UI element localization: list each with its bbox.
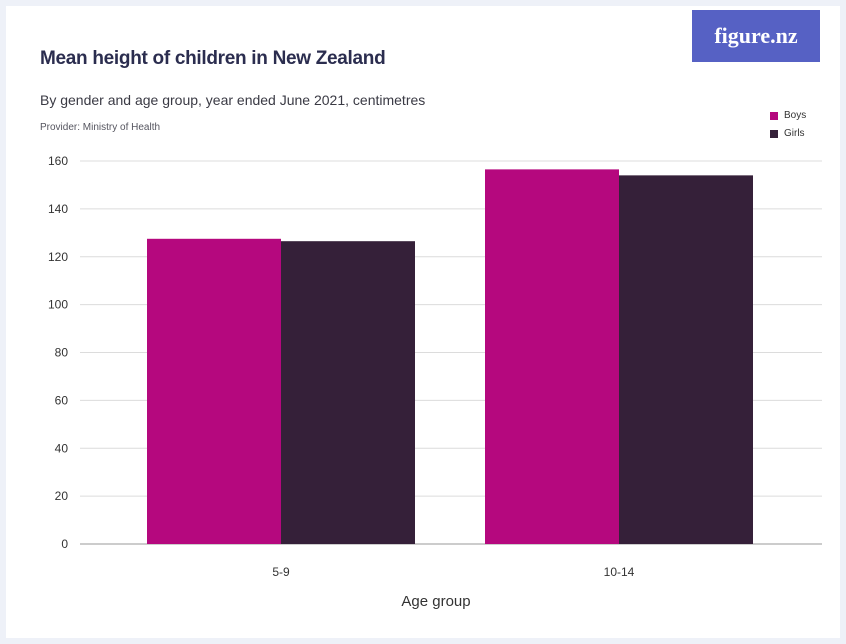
legend-item-girls: Girls xyxy=(770,128,806,139)
legend-label-girls: Girls xyxy=(784,128,805,139)
legend-label-boys: Boys xyxy=(784,110,807,121)
y-tick-label: 140 xyxy=(48,202,68,216)
y-tick-label: 40 xyxy=(55,441,69,455)
chart-provider: Provider: Ministry of Health xyxy=(40,122,161,133)
chart-title: Mean height of children in New Zealand xyxy=(40,48,386,69)
legend-swatch-girls xyxy=(770,129,778,138)
x-tick-label: 10-14 xyxy=(604,565,635,579)
x-tick-label: 5-9 xyxy=(272,565,290,579)
chart-legend: Boys Girls xyxy=(770,110,806,146)
bar-chart: 0 20 40 60 80 100 120 140 160 5-9 10-14 Age group xyxy=(48,154,822,610)
bar-girls-10-14 xyxy=(619,175,753,545)
chart-card: figure.nz Mean height of children in New… xyxy=(6,6,840,638)
bar-girls-5-9 xyxy=(281,241,415,545)
y-tick-label: 160 xyxy=(48,154,68,168)
x-axis-title: Age group xyxy=(401,593,470,610)
chart-subtitle: By gender and age group, year ended June… xyxy=(40,92,426,108)
legend-swatch-boys xyxy=(770,111,778,120)
y-tick-label: 60 xyxy=(55,393,69,407)
y-tick-label: 100 xyxy=(48,298,68,312)
bar-boys-10-14 xyxy=(485,169,619,545)
y-tick-label: 120 xyxy=(48,250,68,264)
y-tick-label: 0 xyxy=(61,537,68,551)
y-tick-label: 20 xyxy=(55,489,69,503)
legend-item-boys: Boys xyxy=(770,110,806,121)
y-tick-label: 80 xyxy=(55,346,69,360)
figure-nz-logo[interactable]: figure.nz xyxy=(692,10,820,62)
bar-boys-5-9 xyxy=(147,238,281,544)
